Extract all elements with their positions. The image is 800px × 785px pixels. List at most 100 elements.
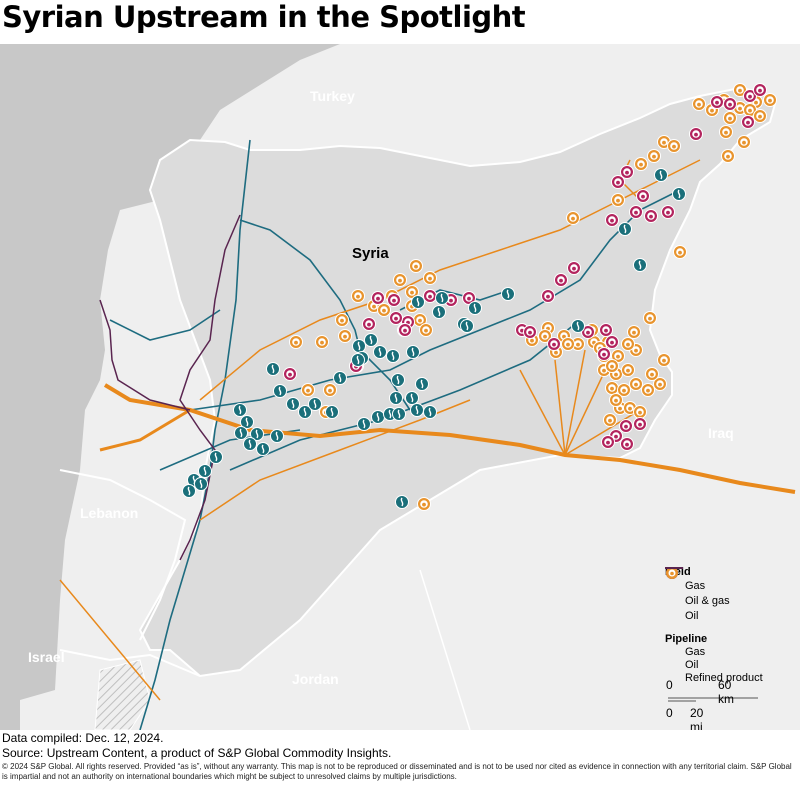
oil-field-marker bbox=[657, 353, 671, 367]
gas-field-marker bbox=[672, 187, 686, 201]
oil-gas-field-marker bbox=[605, 335, 619, 349]
oil-field-marker bbox=[561, 337, 575, 351]
oil-field-marker bbox=[335, 313, 349, 327]
oil-field-marker bbox=[423, 271, 437, 285]
gas-field-marker bbox=[411, 295, 425, 309]
gas-field-marker bbox=[435, 291, 449, 305]
gas-field-marker bbox=[182, 484, 196, 498]
legend-item-oil-gas-field: Oil & gas bbox=[665, 567, 763, 608]
oil-gas-field-marker bbox=[636, 189, 650, 203]
oil-field-marker bbox=[393, 273, 407, 287]
oil-gas-field-marker bbox=[741, 115, 755, 129]
gas-field-marker bbox=[194, 477, 208, 491]
copyright-note: © 2024 S&P Global. All rights reserved. … bbox=[2, 762, 792, 781]
label-turkey: Turkey bbox=[310, 88, 355, 104]
gas-field-marker bbox=[468, 301, 482, 315]
oil-field-marker bbox=[419, 323, 433, 337]
legend-pipeline-heading: Pipeline bbox=[665, 633, 708, 645]
gas-field-marker bbox=[423, 405, 437, 419]
map-canvas: Turkey Syria Iraq Lebanon Israel Jordan bbox=[0, 44, 800, 730]
gas-field-marker bbox=[633, 258, 647, 272]
legend-item-gas-pipeline: Gas bbox=[665, 567, 706, 658]
refined-product-pipelines bbox=[99, 214, 241, 561]
gas-field-marker bbox=[298, 405, 312, 419]
oil-gas-field-marker bbox=[601, 435, 615, 449]
gas-field-marker bbox=[391, 373, 405, 387]
gas-field-marker bbox=[432, 305, 446, 319]
gas-field-marker bbox=[351, 353, 365, 367]
oil-gas-field-marker bbox=[541, 289, 555, 303]
gas-field-marker bbox=[270, 429, 284, 443]
oil-field-marker bbox=[753, 109, 767, 123]
gas-field-marker bbox=[325, 405, 339, 419]
oil-field-marker bbox=[633, 405, 647, 419]
gas-field-marker bbox=[410, 403, 424, 417]
gas-field-marker bbox=[333, 371, 347, 385]
oil-field-marker bbox=[643, 311, 657, 325]
oil-field-marker bbox=[413, 313, 427, 327]
oil-field-marker bbox=[301, 383, 315, 397]
oil-gas-field-marker bbox=[605, 213, 619, 227]
scale-mi-label: 20 mi bbox=[690, 706, 704, 730]
oil-field-marker bbox=[673, 245, 687, 259]
oil-gas-field-marker bbox=[283, 367, 297, 381]
oil-field-marker bbox=[566, 211, 580, 225]
oil-gas-field-marker bbox=[629, 205, 643, 219]
oil-gas-field-marker bbox=[611, 175, 625, 189]
oil-field-marker bbox=[647, 149, 661, 163]
oil-gas-field-marker bbox=[633, 417, 647, 431]
oil-field-marker bbox=[611, 349, 625, 363]
oil-gas-field-marker bbox=[554, 273, 568, 287]
gas-field-marker bbox=[209, 450, 223, 464]
gas-field-marker bbox=[357, 417, 371, 431]
oil-field-marker bbox=[609, 393, 623, 407]
gas-field-marker bbox=[273, 384, 287, 398]
oil-field-marker bbox=[603, 413, 617, 427]
scale-mi-zero: 0 bbox=[666, 706, 673, 720]
gas-field-marker bbox=[198, 464, 212, 478]
oil-field-marker bbox=[571, 337, 585, 351]
gas-field-marker bbox=[389, 391, 403, 405]
legend-item-oil-pipeline: Oil bbox=[665, 567, 699, 671]
oil-gas-field-marker bbox=[462, 291, 476, 305]
oil-gas-field-marker bbox=[723, 97, 737, 111]
gas-field-marker bbox=[250, 427, 264, 441]
oil-field-marker bbox=[323, 383, 337, 397]
oil-field-marker bbox=[763, 93, 777, 107]
gas-field-marker bbox=[308, 397, 322, 411]
oil-gas-field-marker bbox=[599, 323, 613, 337]
oil-field-marker bbox=[653, 377, 667, 391]
gas-field-marker bbox=[571, 319, 585, 333]
oil-field-marker bbox=[629, 377, 643, 391]
label-lebanon: Lebanon bbox=[80, 505, 138, 521]
gas-field-marker bbox=[405, 391, 419, 405]
scale-km-zero: 0 bbox=[666, 678, 673, 692]
oil-gas-field-marker bbox=[597, 347, 611, 361]
oil-gas-field-marker bbox=[567, 261, 581, 275]
oil-gas-field-marker bbox=[743, 89, 757, 103]
gas-field-marker bbox=[256, 442, 270, 456]
oil-field-marker bbox=[641, 383, 655, 397]
data-compiled-note: Data compiled: Dec. 12, 2024. bbox=[2, 731, 164, 745]
oil-gas-field-marker bbox=[644, 209, 658, 223]
label-syria: Syria bbox=[352, 245, 389, 262]
oil-gas-field-marker bbox=[362, 317, 376, 331]
gas-field-marker bbox=[460, 319, 474, 333]
gas-field-marker bbox=[233, 403, 247, 417]
label-israel: Israel bbox=[28, 649, 65, 665]
oil-field-marker bbox=[338, 329, 352, 343]
oil-field-marker bbox=[719, 125, 733, 139]
gas-field-marker bbox=[286, 397, 300, 411]
oil-gas-field-marker bbox=[710, 95, 724, 109]
gas-field-marker bbox=[234, 426, 248, 440]
field-markers bbox=[182, 83, 777, 511]
oil-field-marker bbox=[417, 497, 431, 511]
gas-field-marker bbox=[373, 345, 387, 359]
oil-field-marker bbox=[721, 149, 735, 163]
oil-gas-field-marker bbox=[689, 127, 703, 141]
oil-field-marker bbox=[634, 157, 648, 171]
scale-km-label: 60 km bbox=[718, 678, 734, 706]
oil-field-marker bbox=[605, 359, 619, 373]
oil-field-marker bbox=[315, 335, 329, 349]
gas-field-marker bbox=[501, 287, 515, 301]
